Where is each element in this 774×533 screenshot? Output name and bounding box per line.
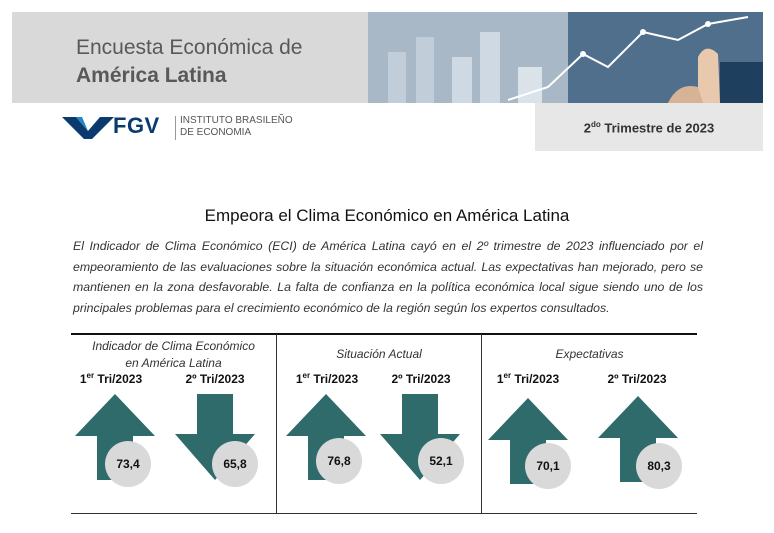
- arrow-down-shape: [175, 394, 255, 480]
- arrow-up-icon: [598, 396, 678, 482]
- logo-subtitle-line1: INSTITUTO BRASILEÑO: [180, 115, 293, 126]
- arrow-up-shape: [286, 394, 366, 480]
- quarter-number: 2: [583, 120, 591, 136]
- arrow-down-shape: [380, 394, 460, 480]
- column-divider: [481, 334, 482, 514]
- quarter-label-eci-q2: 2º Tri/2023: [185, 372, 245, 386]
- quarter-box: 2do Trimestre de 2023: [535, 103, 763, 151]
- arrow-down-icon: [380, 394, 460, 480]
- column-divider: [276, 334, 277, 514]
- quarter-label-expectativas-q1: 1er Tri/2023: [496, 371, 560, 386]
- section-title-expectativas: Expectativas: [555, 347, 624, 361]
- arrow-up-icon: [488, 398, 568, 484]
- logo-wordmark: FGV: [113, 113, 160, 138]
- section-title-eci: Indicador de Clima Económico en América …: [71, 338, 276, 372]
- quarter-text: Trimestre de 2023: [600, 120, 715, 136]
- section-title-eci-line1: Indicador de Clima Económico: [92, 339, 255, 353]
- table-bottom-border: [71, 513, 697, 514]
- banner-title-line2: América Latina: [76, 64, 227, 87]
- value-situacion-q2: 52,1: [418, 438, 464, 484]
- arrow-up-icon: [75, 394, 155, 480]
- header-banner: Encuesta Económica de América Latina: [12, 12, 763, 103]
- arrow-up-icon: [286, 394, 366, 480]
- value-situacion-q1: 76,8: [316, 438, 362, 484]
- quarter-label-eci-q1: 1er Tri/2023: [79, 371, 143, 386]
- logo-separator: [175, 116, 176, 140]
- quarter-label-situacion-q2: 2º Tri/2023: [391, 372, 451, 386]
- section-title-situacion: Situación Actual: [336, 347, 422, 361]
- arrow-up-shape: [488, 398, 568, 484]
- quarter-superscript: do: [590, 120, 601, 129]
- banner-title-line1: Encuesta Económica de: [76, 36, 303, 59]
- quarter-label: 2do Trimestre de 2023: [535, 120, 763, 135]
- logo-subtitle: INSTITUTO BRASILEÑO DE ECONOMIA: [180, 115, 293, 139]
- table-top-border: [71, 333, 697, 335]
- quarter-label-situacion-q1: 1er Tri/2023: [295, 371, 359, 386]
- section-title-eci-line2: en América Latina: [125, 356, 222, 370]
- banner-chart-image: [368, 12, 763, 103]
- arrow-up-shape: [75, 394, 155, 480]
- fgv-logo-icon: [62, 117, 114, 139]
- logo-subtitle-line2: DE ECONOMIA: [180, 127, 252, 138]
- quarter-label-expectativas-q2: 2º Tri/2023: [607, 372, 667, 386]
- value-expectativas-q2: 80,3: [636, 443, 682, 489]
- arrow-up-shape: [598, 396, 678, 482]
- arrow-down-icon: [175, 394, 255, 480]
- headline: Empeora el Clima Económico en América La…: [204, 206, 570, 225]
- value-eci-q1: 73,4: [105, 441, 151, 487]
- value-eci-q2: 65,8: [212, 441, 258, 487]
- value-expectativas-q1: 70,1: [525, 443, 571, 489]
- intro-paragraph: El Indicador de Clima Económico (ECI) de…: [73, 239, 703, 315]
